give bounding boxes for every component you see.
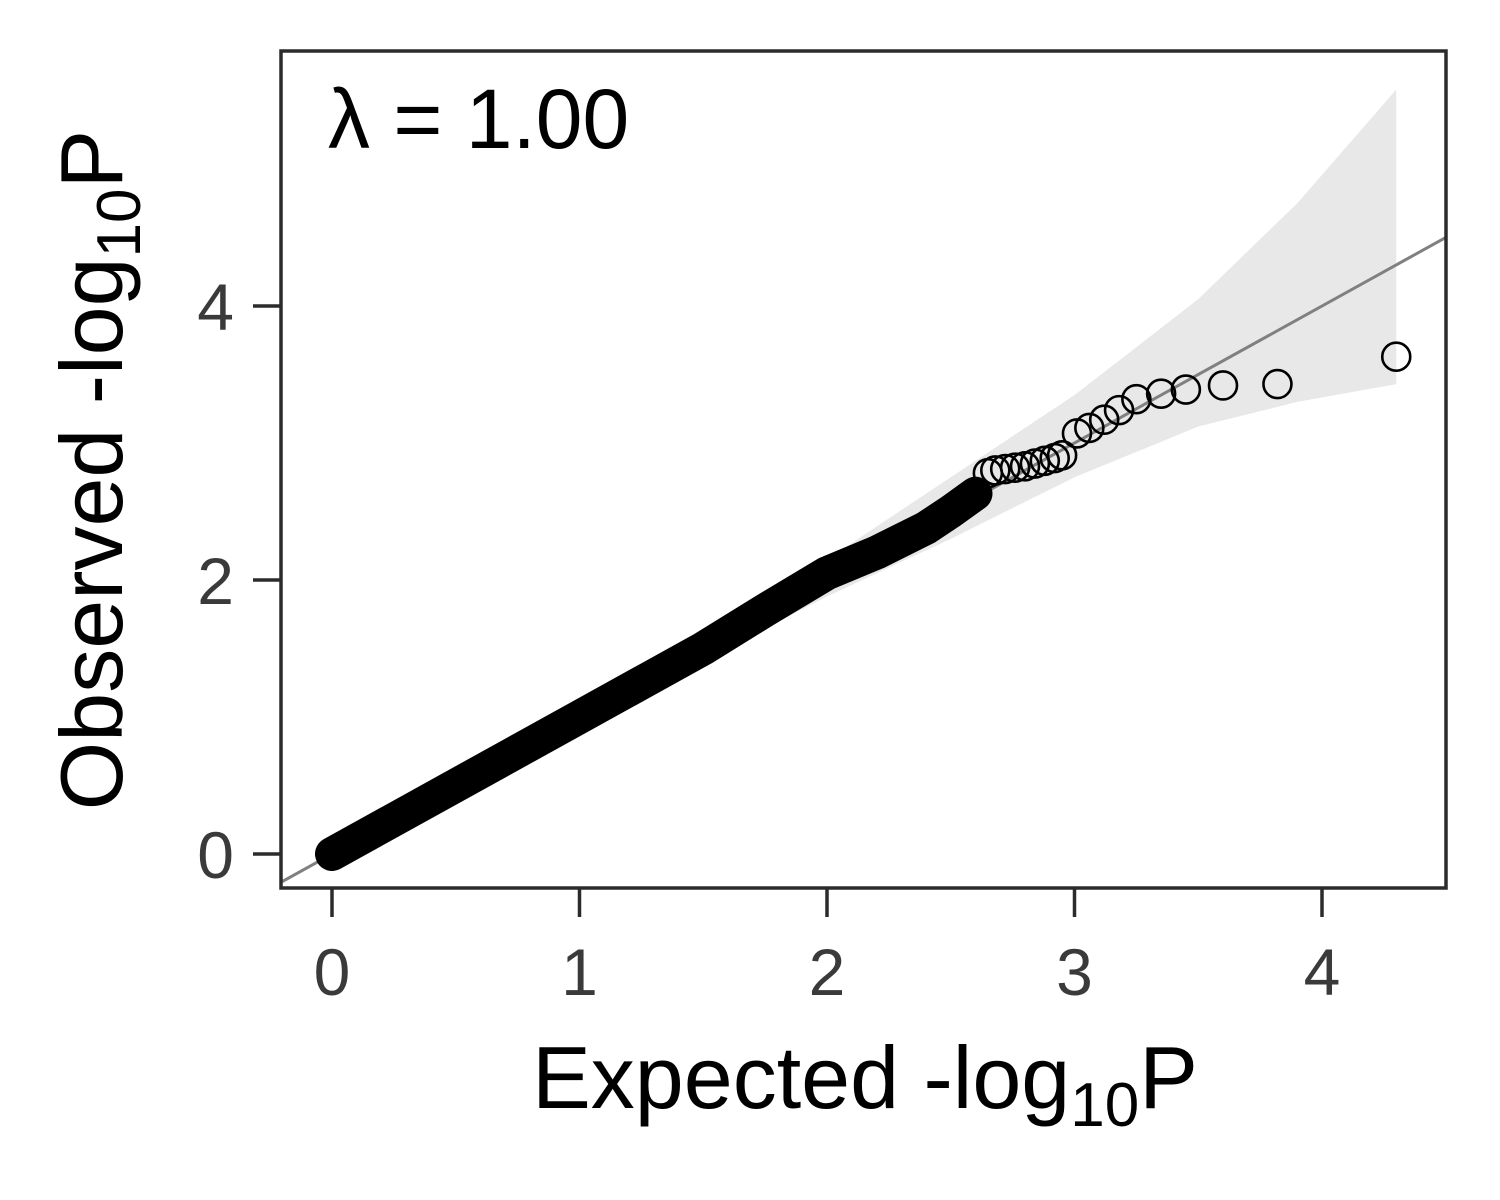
y-axis: 0 2 4 (197, 270, 281, 892)
data-point (1170, 374, 1202, 405)
x-tick-label: 2 (809, 935, 846, 1009)
data-point (1074, 412, 1105, 444)
tail-points (972, 341, 1412, 489)
bulk-points (315, 476, 993, 871)
data-point (989, 453, 1021, 485)
y-axis-title: Observed -log10P (42, 130, 154, 810)
data-point (1103, 394, 1135, 426)
lambda-annotation: λ = 1.00 (328, 72, 629, 166)
y-tick-label: 4 (197, 270, 234, 344)
data-point (1046, 440, 1078, 471)
x-tick-label: 1 (561, 935, 598, 1009)
y-tick-label: 0 (197, 818, 234, 892)
x-tick-label: 0 (314, 935, 351, 1009)
confidence-band (332, 89, 1397, 855)
data-point (979, 455, 1011, 486)
x-axis: 0 1 2 3 4 (314, 888, 1341, 1009)
plot-frame (279, 49, 1448, 890)
data-point (999, 452, 1031, 483)
data-point (1262, 368, 1293, 400)
plot-area (281, 89, 1446, 884)
data-point (1145, 378, 1177, 409)
y-tick-label: 2 (197, 544, 234, 618)
data-point (1121, 383, 1152, 415)
x-tick-label: 3 (1056, 935, 1093, 1009)
data-point (1380, 341, 1412, 372)
data-point (1088, 404, 1120, 436)
x-axis-title: Expected -log10P (532, 1028, 1198, 1140)
x-tick-label: 4 (1304, 935, 1341, 1009)
data-point (1207, 370, 1239, 401)
